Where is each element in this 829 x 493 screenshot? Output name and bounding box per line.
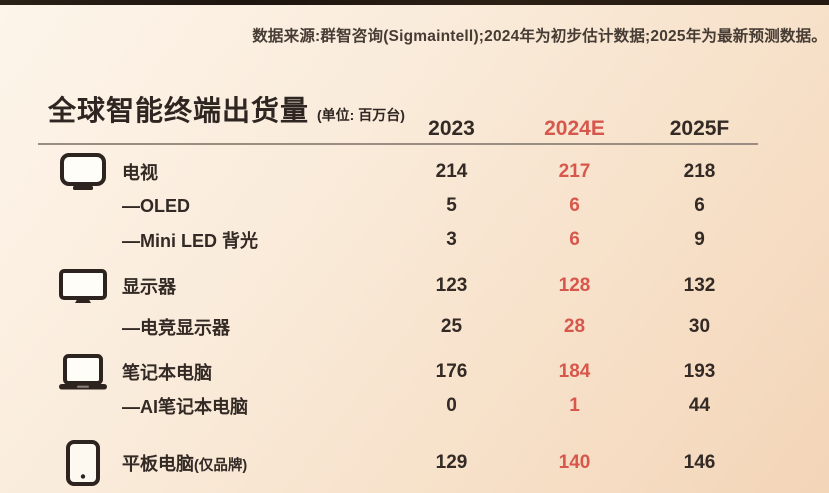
row-value: 6 <box>694 195 705 216</box>
shipments-table: 全球智能终端出货量 (单位: 百万台) 2023 2024E 2025F 电视 … <box>38 88 811 486</box>
row-value: 140 <box>558 452 591 473</box>
column-header-2024e: 2024E <box>544 117 605 140</box>
row-value: 176 <box>435 361 468 382</box>
row-value: 1 <box>569 395 580 416</box>
title-block: 全球智能终端出货量 (单位: 百万台) <box>48 89 405 129</box>
row-label: —电竞显示器 <box>122 318 230 338</box>
table-row: 平板电脑(仅品牌) 129 140 146 <box>48 440 811 486</box>
row-value: 146 <box>683 452 716 473</box>
row-value: 129 <box>435 452 468 473</box>
row-value: 132 <box>683 275 716 296</box>
row-value: 217 <box>558 161 591 182</box>
tablet-icon <box>58 440 108 486</box>
row-value: 218 <box>683 161 716 182</box>
table-header: 全球智能终端出货量 (单位: 百万台) 2023 2024E 2025F <box>48 88 811 143</box>
title-unit: (单位: 百万台) <box>317 107 405 123</box>
table-row: 电视 214 217 218 <box>48 153 811 191</box>
table-row: 笔记本电脑 176 184 193 <box>48 353 811 391</box>
row-value: 25 <box>440 316 463 337</box>
row-value: 214 <box>435 161 468 182</box>
source-note: 数据来源:群智咨询(Sigmaintell);2024年为初步估计数据;2025… <box>252 28 827 45</box>
table-rows: 电视 214 217 218 —OLED 5 6 6 —Mini LED 背光 … <box>48 153 811 486</box>
row-value: 128 <box>558 275 591 296</box>
row-value: 184 <box>558 361 591 382</box>
tv-icon <box>58 153 108 191</box>
page-title: 全球智能终端出货量 <box>48 95 310 126</box>
row-value: 9 <box>694 229 705 250</box>
row-label: —Mini LED 背光 <box>122 231 258 251</box>
row-label: —OLED <box>122 195 191 216</box>
row-label: 平板电脑 <box>122 454 194 474</box>
row-value: 0 <box>446 395 457 416</box>
table-row: —AI笔记本电脑 0 1 44 <box>48 389 811 423</box>
row-label: —AI笔记本电脑 <box>122 397 248 417</box>
column-header-2023: 2023 <box>428 117 475 140</box>
row-label: 电视 <box>122 163 158 183</box>
laptop-icon <box>58 353 108 391</box>
row-value: 123 <box>435 275 468 296</box>
table-row: —OLED 5 6 6 <box>48 189 811 223</box>
header-divider <box>38 143 758 145</box>
row-label: 显示器 <box>122 277 176 297</box>
row-value: 193 <box>683 361 716 382</box>
table-row: —Mini LED 背光 3 6 9 <box>48 223 811 257</box>
top-edge-strip <box>0 0 829 5</box>
row-value: 6 <box>569 195 580 216</box>
row-value: 44 <box>688 395 711 416</box>
row-value: 30 <box>688 316 711 337</box>
monitor-icon <box>58 267 108 305</box>
column-header-2025f: 2025F <box>669 117 730 140</box>
row-value: 3 <box>446 229 457 250</box>
table-row: 显示器 123 128 132 <box>48 269 811 303</box>
row-label-suffix: (仅品牌) <box>194 458 248 474</box>
row-label: 笔记本电脑 <box>122 363 212 383</box>
row-value: 5 <box>446 195 457 216</box>
row-value: 28 <box>563 316 586 337</box>
table-row: —电竞显示器 25 28 30 <box>48 310 811 344</box>
row-value: 6 <box>569 229 580 250</box>
